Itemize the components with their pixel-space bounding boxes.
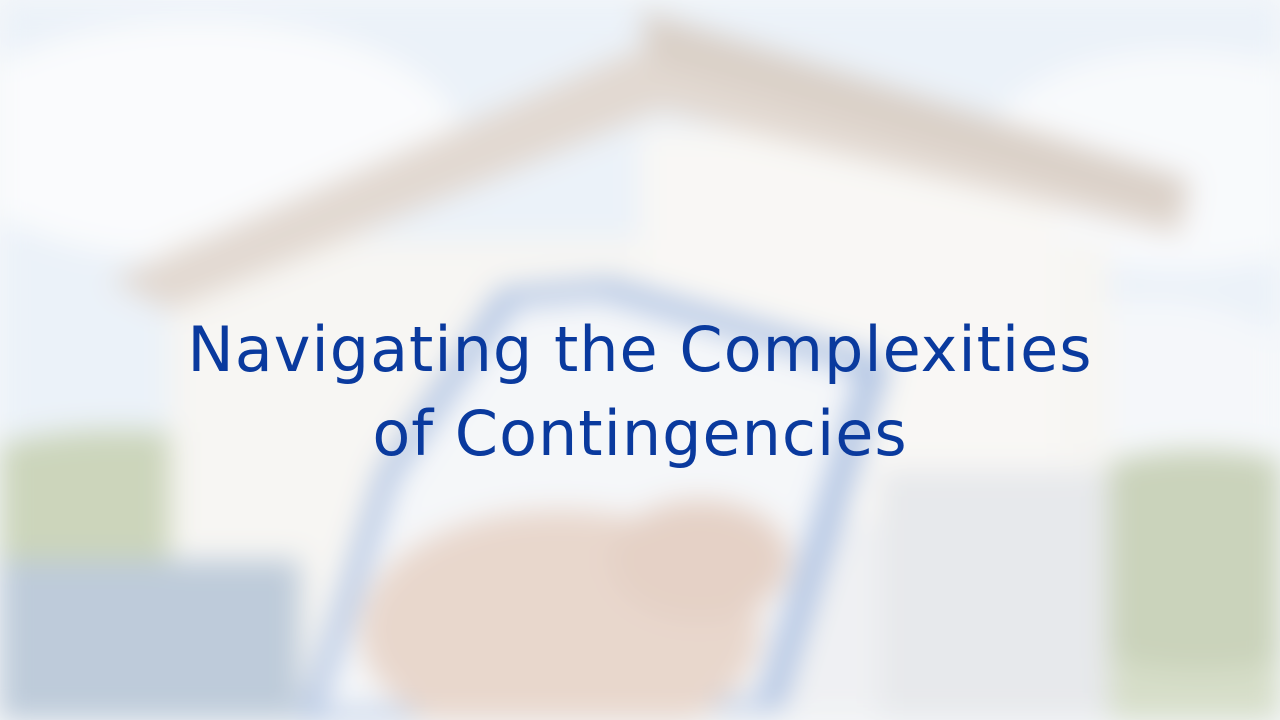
page-title: Navigating the Complexities of Contingen… xyxy=(0,308,1280,476)
title-line-2: of Contingencies xyxy=(372,397,908,470)
title-line-1: Navigating the Complexities xyxy=(187,313,1093,386)
